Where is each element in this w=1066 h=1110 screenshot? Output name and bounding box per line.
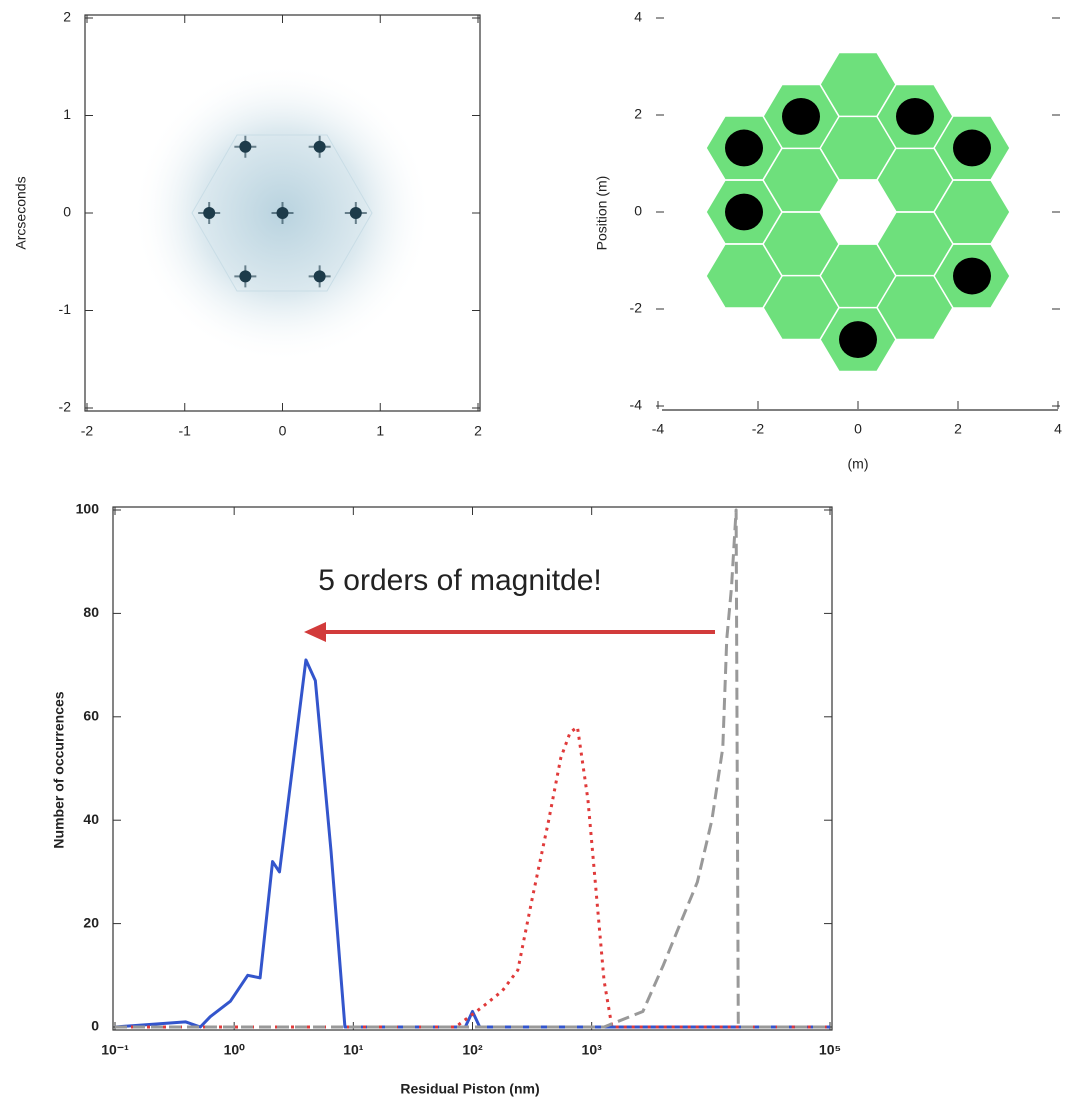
segment-spot <box>725 194 763 231</box>
y-tick-label: 2 <box>634 106 642 122</box>
y-tick-label: 4 <box>634 9 642 25</box>
y-tick-label: 1 <box>63 106 71 122</box>
psf-spot <box>239 141 251 153</box>
segment-spot <box>953 130 991 167</box>
segment-spot <box>725 130 763 167</box>
segment-spot <box>896 98 934 135</box>
y-tick-label: 40 <box>83 811 99 827</box>
x-tick-label: 10⁰ <box>224 1042 246 1058</box>
psf-spot <box>350 207 362 219</box>
arrow-head <box>304 622 326 642</box>
x-tick-label: -2 <box>752 421 765 437</box>
x-tick-label: 10⁵ <box>819 1042 841 1058</box>
x-tick-label: 2 <box>954 421 962 437</box>
y-tick-label: 60 <box>83 708 99 724</box>
y-tick-label: 0 <box>91 1018 99 1034</box>
x-tick-label: 10¹ <box>343 1042 364 1058</box>
psf-spot <box>277 207 289 219</box>
segment-spot <box>839 321 877 358</box>
x-tick-label: 1 <box>376 423 384 439</box>
x-tick-label: -1 <box>179 423 192 439</box>
x-tick-label: -4 <box>652 421 665 437</box>
y-tick-label: -2 <box>59 399 72 415</box>
psf-spot <box>203 207 215 219</box>
segment-spot <box>782 98 820 135</box>
y-tick-label: 80 <box>83 604 99 620</box>
y-axis-label: Number of occurrences <box>51 691 67 848</box>
psf-spot <box>314 141 326 153</box>
x-tick-label: -2 <box>81 423 94 439</box>
segment-spot <box>953 258 991 295</box>
y-tick-label: 100 <box>76 501 100 517</box>
x-tick-label: 10² <box>462 1042 483 1058</box>
y-tick-label: -1 <box>59 301 72 317</box>
x-tick-label: 0 <box>854 421 862 437</box>
x-axis-label: Residual Piston (nm) <box>400 1081 539 1097</box>
y-tick-label: -4 <box>630 397 643 413</box>
y-tick-label: 20 <box>83 914 99 930</box>
figure: -2 -1 0 1 2 -2 -1 0 1 2 Arcseconds -4 -2 0 2 4 -4 -2 0 2 4 Po… <box>0 0 1066 1105</box>
y-axis-label: Arcseconds <box>13 176 29 249</box>
x-tick-label: 10³ <box>582 1042 603 1058</box>
psf-spot <box>314 270 326 282</box>
x-axis-label: (m) <box>848 456 869 472</box>
y-tick-label: 0 <box>63 204 71 220</box>
y-axis-label: Position (m) <box>594 176 610 251</box>
x-tick-label: 4 <box>1054 421 1062 437</box>
series-line <box>115 727 830 1027</box>
y-tick-label: 2 <box>63 9 71 25</box>
psf-spot <box>239 270 251 282</box>
x-tick-label: 2 <box>474 423 482 439</box>
y-tick-label: 0 <box>634 203 642 219</box>
y-tick-label: -2 <box>630 300 643 316</box>
series-line <box>115 660 830 1027</box>
annotation: 5 orders of magnitde! <box>318 564 602 597</box>
x-tick-label: 10⁻¹ <box>101 1042 129 1058</box>
x-tick-label: 0 <box>279 423 287 439</box>
